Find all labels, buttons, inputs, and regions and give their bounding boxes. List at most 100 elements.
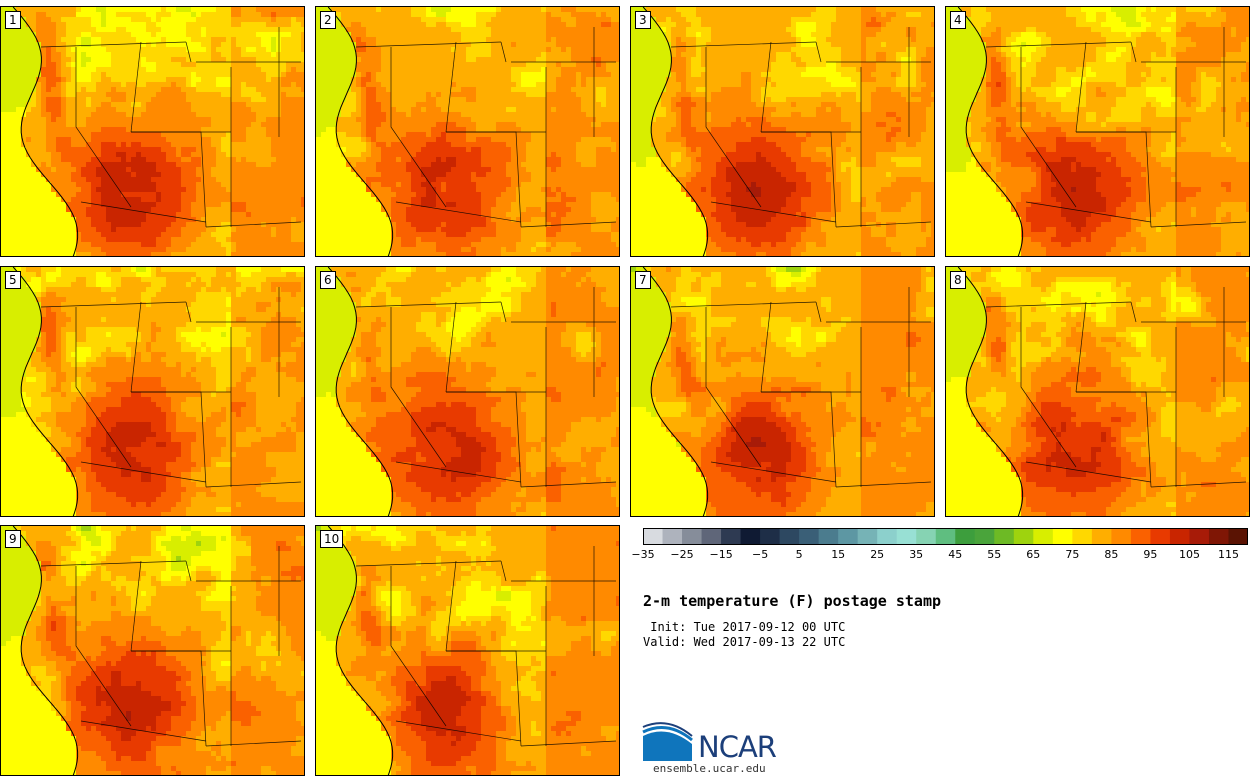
colorbar-tick-label: −25 [670,548,693,561]
state-boundary [670,41,817,48]
colorbar-swatch [838,528,859,545]
member-number: 5 [5,271,21,289]
state-boundary [1025,461,1152,483]
coastline [12,7,79,256]
state-boundary [130,301,142,393]
state-boundary [205,481,302,488]
state-boundary [390,566,447,727]
state-boundary [835,481,932,488]
colorbar-swatch [740,528,761,545]
state-boundary [985,41,1132,48]
member-panel-8[interactable]: 8 [945,266,1250,517]
coastline [12,267,79,516]
colorbar-swatch [1169,528,1191,545]
coastline [957,267,1024,516]
temperature-map [316,526,619,775]
colorbar-swatch [916,528,937,545]
state-boundary [520,221,617,228]
colorbar-tick-label: 115 [1218,548,1239,561]
state-boundary [80,720,207,742]
state-boundary [445,560,457,652]
state-boundary [390,307,447,468]
state-boundary [40,560,187,567]
temperature-map [946,267,1249,516]
member-panel-10[interactable]: 10 [315,525,620,776]
ensemble-url[interactable]: ensemble.ucar.edu [653,762,766,775]
state-boundary [130,560,142,652]
member-number: 8 [950,271,966,289]
state-boundary [355,41,502,48]
temperature-map [1,526,304,775]
temperature-map [631,267,934,516]
state-boundary [355,560,502,567]
state-boundary [395,720,522,742]
member-panel-6[interactable]: 6 [315,266,620,517]
coastline [957,7,1024,256]
chart-title: 2-m temperature (F) postage stamp [643,592,941,610]
coastline [642,267,709,516]
state-boundary [185,560,192,582]
state-boundary [705,307,762,468]
state-boundary [761,131,837,228]
member-panel-5[interactable]: 5 [0,266,305,517]
colorbar-tick-label: 35 [909,548,923,561]
member-panel-3[interactable]: 3 [630,6,935,257]
colorbar-tick-label: −15 [709,548,732,561]
temperature-map [1,267,304,516]
colorbar-swatch [994,528,1015,545]
colorbar-tick-label: 95 [1143,548,1157,561]
state-boundary [131,391,207,488]
state-boundary [185,41,192,63]
state-boundary [1130,41,1137,63]
state-boundary [520,481,617,488]
state-boundary [80,461,207,483]
member-panel-1[interactable]: 1 [0,6,305,257]
colorbar-tick-label: −35 [631,548,654,561]
state-boundary [75,566,132,727]
colorbar-tick-label: 55 [987,548,1001,561]
state-boundary [1025,201,1152,223]
temperature-colorbar [643,528,1248,545]
colorbar-swatch [1013,528,1034,545]
state-boundary [445,301,457,393]
member-number: 3 [635,11,651,29]
ncar-logo-icon [642,722,693,761]
colorbar-swatch [643,528,664,545]
colorbar-swatch [1072,528,1093,545]
coastline [327,526,394,775]
member-panel-9[interactable]: 9 [0,525,305,776]
temperature-map [316,7,619,256]
temperature-map [316,267,619,516]
colorbar-tick-label: 5 [796,548,803,561]
state-boundary [705,47,762,208]
state-boundary [40,301,187,308]
state-boundary [760,301,772,393]
state-boundary [446,650,522,747]
state-boundary [520,740,617,747]
coastline [642,7,709,256]
colorbar-swatch [779,528,800,545]
init-time: Init: Tue 2017-09-12 00 UTC [643,620,845,634]
state-boundary [1150,221,1247,228]
state-boundary [355,301,502,308]
colorbar-swatch [896,528,917,545]
state-boundary [205,221,302,228]
colorbar-tick-label: 25 [870,548,884,561]
member-panel-7[interactable]: 7 [630,266,935,517]
state-boundary [1130,301,1137,323]
colorbar-swatch [701,528,722,545]
state-boundary [760,41,772,133]
colorbar-tick-label: 85 [1104,548,1118,561]
colorbar-swatch [935,528,956,545]
state-boundary [131,650,207,747]
member-panel-4[interactable]: 4 [945,6,1250,257]
state-boundary [835,221,932,228]
state-boundary [500,301,507,323]
member-panel-2[interactable]: 2 [315,6,620,257]
colorbar-swatch [662,528,683,545]
state-boundary [1020,307,1077,468]
state-boundary [815,41,822,63]
state-boundary [710,461,837,483]
member-number: 4 [950,11,966,29]
colorbar-swatch [1111,528,1132,545]
